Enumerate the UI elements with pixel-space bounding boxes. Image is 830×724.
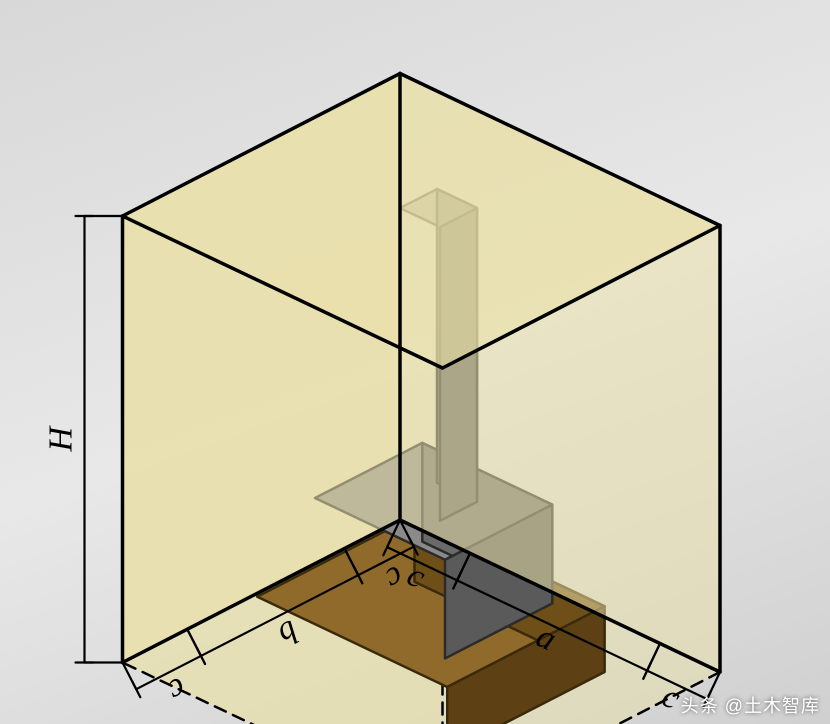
diagram-canvas: Hcbccac 头条 @土木智库 bbox=[0, 0, 830, 724]
watermark-text: 头条 @土木智库 bbox=[681, 692, 820, 718]
dim-tick bbox=[132, 681, 140, 697]
isometric-scene: Hcbccac bbox=[0, 0, 830, 724]
dim-H-label: H bbox=[42, 425, 79, 453]
